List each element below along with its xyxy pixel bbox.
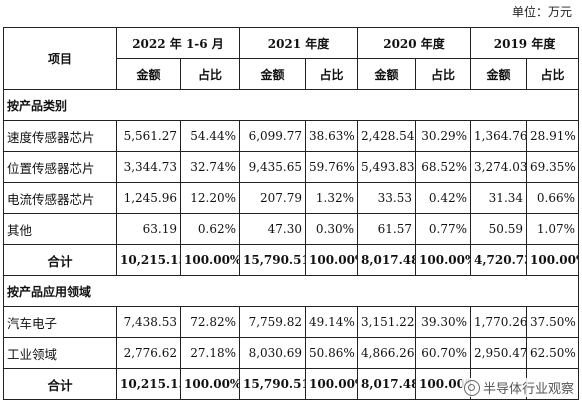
cell: 61.57 [357,213,417,245]
cell: 0.66% [526,182,580,214]
cell: 1,364.76 [470,120,528,152]
cell: 2,776.62 [116,337,181,369]
cell: 27.18% [180,337,240,369]
cell: 100.00% [180,368,240,400]
header-ratio: 占比 [526,58,580,90]
row-label: 电流传感器芯片 [3,182,117,214]
header-amount: 金额 [470,58,528,90]
cell: 0.42% [415,182,472,214]
total-label: 合计 [3,244,117,276]
header-period: 2020 年度 [357,27,472,59]
cell: 3,151.22 [357,306,417,338]
header-ratio: 占比 [304,58,359,90]
table-row: 工业领域 2,776.62 27.18% 8,030.69 50.86% 4,8… [3,337,580,369]
cell: 7,759.82 [239,306,306,338]
revenue-table: 项目 2022 年 1-6 月 2021 年度 2020 年度 2019 年度 … [2,27,580,400]
cell: 1,245.96 [116,182,181,214]
section-row: 按产品应用领域 [2,275,580,307]
cell: 100.00% [304,368,359,400]
cell: 69.35% [526,151,580,183]
cell: 5,561.27 [116,120,181,152]
table-row: 位置传感器芯片 3,344.73 32.74% 9,435.65 59.76% … [3,151,580,183]
cell: 15,790.51 [239,368,306,400]
cell: 3,344.73 [116,151,181,183]
cell: 1,770.26 [470,306,528,338]
header-ratio: 占比 [180,58,240,90]
wechat-icon [463,380,480,396]
cell: 207.79 [239,182,306,214]
cell: 2,950.47 [470,337,528,369]
total-label: 合计 [3,368,117,400]
cell: 72.82% [180,306,240,338]
cell: 28.91% [526,120,580,152]
section-title: 按产品应用领域 [2,275,580,307]
row-label: 工业领域 [3,337,117,369]
cell: 8,017.48 [357,368,417,400]
cell: 31.34 [470,182,528,214]
table-row: 电流传感器芯片 1,245.96 12.20% 207.79 1.32% 33.… [3,182,580,214]
cell: 47.30 [239,213,306,245]
cell: 5,493.83 [357,151,417,183]
cell: 37.50% [526,306,580,338]
cell: 60.70% [415,337,472,369]
row-label: 汽车电子 [3,306,117,338]
header-amount: 金额 [116,58,181,90]
cell: 8,017.48 [357,244,417,276]
cell: 0.77% [415,213,472,245]
header-period: 2022 年 1-6 月 [116,27,240,59]
cell: 50.86% [304,337,359,369]
cell: 10,215.15 [116,368,181,400]
cell: 100.00% [526,244,580,276]
cell: 100.00% [415,368,472,400]
table-row: 汽车电子 7,438.53 72.82% 7,759.82 49.14% 3,1… [3,306,580,338]
row-label: 速度传感器芯片 [3,120,117,152]
header-ratio: 占比 [415,58,472,90]
cell: 10,215.15 [116,244,181,276]
cell: 68.52% [415,151,472,183]
watermark: 半导体行业观察 [461,378,576,397]
cell: 100.00% [180,244,240,276]
cell: 38.63% [304,120,359,152]
header-item: 项目 [3,27,117,90]
cell: 12.20% [180,182,240,214]
cell: 1.32% [304,182,359,214]
table-row: 速度传感器芯片 5,561.27 54.44% 6,099.77 38.63% … [3,120,580,152]
section-title: 按产品类别 [2,89,580,121]
header-period: 2019 年度 [470,27,580,59]
cell: 49.14% [304,306,359,338]
cell: 50.59 [470,213,528,245]
cell: 7,438.53 [116,306,181,338]
cell: 15,790.51 [239,244,306,276]
cell: 100.00% [304,244,359,276]
row-label: 其他 [3,213,117,245]
cell: 8,030.69 [239,337,306,369]
unit-label: 单位：万元 [511,5,572,19]
cell: 0.30% [304,213,359,245]
header-amount: 金额 [357,58,417,90]
table-row: 其他 63.19 0.62% 47.30 0.30% 61.57 0.77% 5… [3,213,580,245]
cell: 4,866.26 [357,337,417,369]
total-row: 合计 10,215.15 100.00% 15,790.51 100.00% 8… [3,244,580,276]
cell: 9,435.65 [239,151,306,183]
cell: 62.50% [526,337,580,369]
cell: 1.07% [526,213,580,245]
watermark-text: 半导体行业观察 [482,382,574,397]
header-period: 2021 年度 [238,27,359,59]
row-label: 位置传感器芯片 [3,151,117,183]
cell: 59.76% [304,151,359,183]
cell: 30.29% [415,120,472,152]
cell: 33.53 [357,182,417,214]
cell: 3,274.03 [470,151,528,183]
cell: 54.44% [180,120,240,152]
cell: 63.19 [116,213,181,245]
cell: 2,428.54 [357,120,417,152]
cell: 0.62% [180,213,240,245]
cell: 32.74% [180,151,240,183]
cell: 100.00% [415,244,472,276]
cell: 4,720.73 [470,244,528,276]
cell: 39.30% [415,306,472,338]
cell: 6,099.77 [239,120,306,152]
header-amount: 金额 [239,58,306,90]
section-row: 按产品类别 [2,89,580,121]
